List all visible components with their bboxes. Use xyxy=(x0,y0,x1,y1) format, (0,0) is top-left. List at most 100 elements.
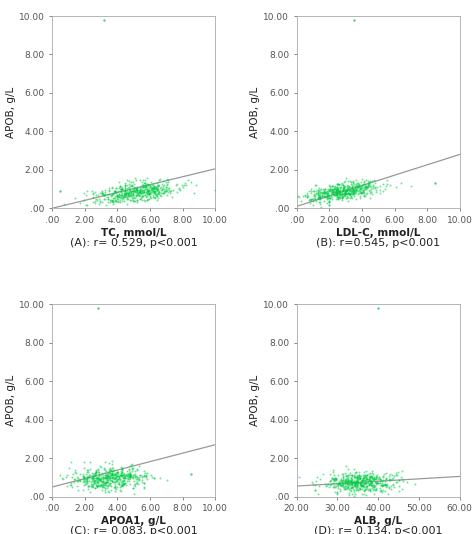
Point xyxy=(144,185,152,194)
Point xyxy=(369,483,377,491)
Point xyxy=(82,200,90,209)
Point xyxy=(94,465,102,474)
Point xyxy=(151,474,158,482)
Point xyxy=(95,194,103,203)
Point xyxy=(340,184,348,193)
Point xyxy=(102,474,110,483)
Point xyxy=(352,481,360,489)
Point xyxy=(366,479,374,488)
Point xyxy=(118,189,126,197)
Point xyxy=(328,187,336,195)
Point xyxy=(146,183,154,191)
Point xyxy=(335,191,342,200)
Point xyxy=(339,184,346,193)
Point xyxy=(339,187,346,195)
Point xyxy=(106,468,113,477)
Point xyxy=(169,186,176,194)
Point xyxy=(363,484,370,493)
Point xyxy=(155,186,162,194)
Point xyxy=(142,193,150,202)
Point xyxy=(115,473,123,481)
Point xyxy=(353,183,360,191)
Point xyxy=(312,190,319,198)
Point xyxy=(105,468,112,477)
Point xyxy=(343,186,350,194)
Point xyxy=(332,479,339,488)
Point xyxy=(350,187,358,196)
Point xyxy=(351,185,359,193)
Point xyxy=(349,480,356,489)
Point xyxy=(336,477,344,486)
Point xyxy=(355,182,362,191)
Point xyxy=(127,473,134,482)
Point xyxy=(337,486,344,495)
Point xyxy=(118,471,126,480)
Point xyxy=(349,189,356,198)
Point xyxy=(128,464,136,472)
Point xyxy=(343,478,350,487)
Point xyxy=(336,186,343,194)
Point xyxy=(86,471,94,480)
Point xyxy=(128,460,135,469)
Point xyxy=(138,472,146,480)
Point xyxy=(333,188,341,197)
Point xyxy=(304,191,311,200)
Point xyxy=(118,472,126,480)
Point xyxy=(331,183,339,191)
Point xyxy=(392,470,400,479)
Point xyxy=(335,480,343,488)
Point xyxy=(131,467,139,475)
Point xyxy=(139,183,147,191)
Point xyxy=(350,191,358,200)
Point xyxy=(333,190,341,198)
Point xyxy=(114,187,121,195)
Point xyxy=(125,477,133,485)
Point xyxy=(369,183,376,192)
Point xyxy=(431,179,439,187)
Point xyxy=(133,186,141,194)
Point xyxy=(342,484,350,493)
Point xyxy=(108,469,116,477)
Point xyxy=(373,471,381,480)
Point xyxy=(80,189,88,198)
Point xyxy=(346,489,353,497)
Point xyxy=(130,476,137,485)
Point xyxy=(120,480,128,488)
Point xyxy=(366,473,374,481)
Point xyxy=(150,182,158,190)
Point xyxy=(333,490,341,498)
Point xyxy=(93,474,100,483)
Point xyxy=(110,470,118,479)
Point xyxy=(108,469,116,478)
Point xyxy=(319,469,326,478)
Point xyxy=(372,477,380,486)
Point xyxy=(326,186,333,194)
Point xyxy=(116,470,123,479)
Point xyxy=(339,480,347,488)
Point xyxy=(337,481,345,489)
Point xyxy=(346,185,354,194)
Point xyxy=(348,475,356,483)
Point xyxy=(368,176,376,185)
Point xyxy=(124,193,131,202)
Point xyxy=(350,477,358,485)
Point xyxy=(369,483,376,492)
Point xyxy=(335,479,343,488)
Point xyxy=(115,197,122,206)
Point xyxy=(316,188,323,197)
Point xyxy=(348,190,356,198)
Point xyxy=(147,470,155,479)
Point xyxy=(328,182,336,190)
Point xyxy=(122,471,130,480)
Point xyxy=(379,485,386,494)
Point xyxy=(367,477,375,485)
Point xyxy=(105,472,112,480)
Point xyxy=(316,199,324,208)
Point xyxy=(333,187,341,195)
Point xyxy=(374,478,381,487)
Point xyxy=(347,474,355,483)
Point xyxy=(103,474,110,483)
Point xyxy=(163,191,171,199)
Point xyxy=(309,480,317,488)
Point xyxy=(110,194,118,203)
